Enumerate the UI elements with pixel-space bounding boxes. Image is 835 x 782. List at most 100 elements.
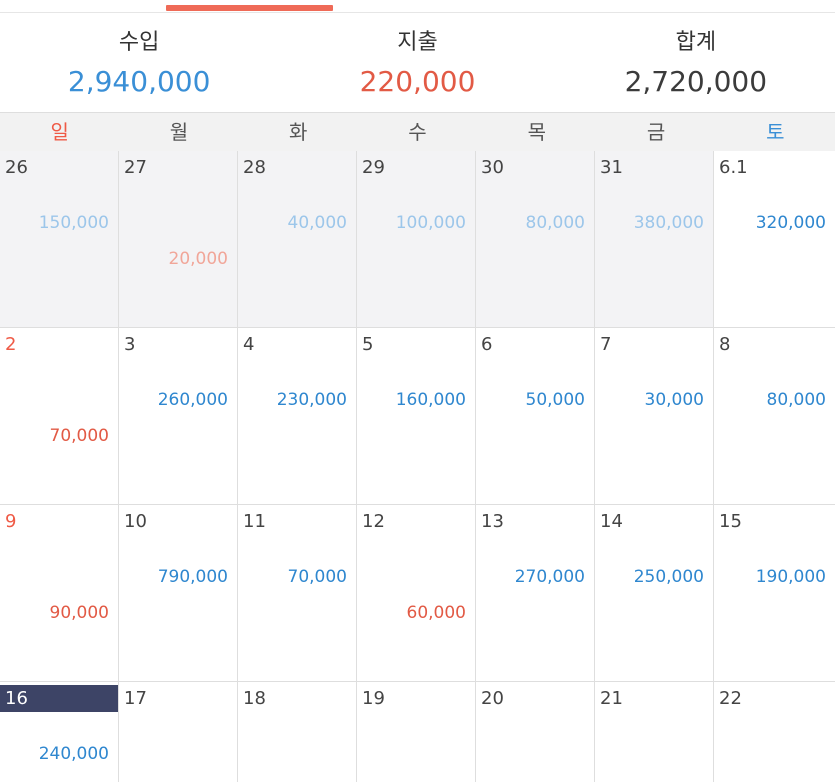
- summary-bar: 수입 2,940,000 지출 220,000 합계 2,720,000: [0, 12, 835, 112]
- day-income: 790,000: [157, 567, 228, 587]
- day-number: 5: [362, 334, 374, 355]
- day-number: 10: [124, 511, 147, 532]
- weekday-sat: 토: [766, 120, 785, 144]
- calendar-day-cell[interactable]: 13 270,000: [476, 505, 595, 681]
- weekday-sun: 일: [50, 120, 69, 144]
- day-number: 11: [243, 511, 266, 532]
- day-income: 70,000: [287, 567, 347, 587]
- total-label: 합계: [675, 30, 717, 55]
- weekday-wed: 수: [408, 120, 427, 144]
- weekday-thu: 목: [527, 120, 546, 144]
- day-expense: 90,000: [49, 603, 109, 623]
- day-number: 6: [481, 334, 493, 355]
- day-number: 14: [600, 511, 623, 532]
- calendar-day-cell[interactable]: 30 80,000: [476, 151, 595, 327]
- day-number: 20: [481, 688, 504, 709]
- active-tab-indicator: [166, 5, 333, 11]
- calendar-week: 26 150,000 27 20,000 28 40,000 29 100,000 30…: [0, 151, 835, 328]
- day-income: 270,000: [514, 567, 585, 587]
- calendar-week: 16 240,000 17 18 19 20 21 22: [0, 682, 835, 782]
- day-number: 12: [362, 511, 385, 532]
- day-number: 28: [243, 157, 266, 178]
- day-number-today: 16: [0, 685, 118, 712]
- calendar-day-cell[interactable]: 29 100,000: [357, 151, 476, 327]
- calendar-day-cell[interactable]: 31 380,000: [595, 151, 714, 327]
- day-number: 7: [600, 334, 612, 355]
- calendar-day-cell[interactable]: 4 230,000: [238, 328, 357, 504]
- calendar-day-cell[interactable]: 22: [714, 682, 835, 782]
- day-income: 240,000: [38, 744, 109, 764]
- day-number: 27: [124, 157, 147, 178]
- day-number: 17: [124, 688, 147, 709]
- day-expense: 70,000: [49, 426, 109, 446]
- day-expense: 60,000: [406, 603, 466, 623]
- calendar-day-cell[interactable]: 20: [476, 682, 595, 782]
- day-number: 2: [5, 334, 17, 355]
- calendar-day-cell[interactable]: 15 190,000: [714, 505, 835, 681]
- expense-total: 220,000: [359, 65, 476, 98]
- day-income: 100,000: [395, 213, 466, 233]
- day-income: 80,000: [525, 213, 585, 233]
- day-number: 19: [362, 688, 385, 709]
- calendar-day-cell[interactable]: 2 70,000: [0, 328, 119, 504]
- day-income: 30,000: [644, 390, 704, 410]
- day-number: 29: [362, 157, 385, 178]
- income-total: 2,940,000: [67, 65, 211, 98]
- calendar-day-cell[interactable]: 9 90,000: [0, 505, 119, 681]
- calendar-grid: 26 150,000 27 20,000 28 40,000 29 100,000 30…: [0, 151, 835, 782]
- day-number: 31: [600, 157, 623, 178]
- calendar-day-cell[interactable]: 8 80,000: [714, 328, 835, 504]
- calendar-day-cell[interactable]: 11 70,000: [238, 505, 357, 681]
- day-income: 320,000: [755, 213, 826, 233]
- day-income: 250,000: [633, 567, 704, 587]
- day-income: 40,000: [287, 213, 347, 233]
- calendar-day-cell[interactable]: 18: [238, 682, 357, 782]
- expense-summary: 지출 220,000: [278, 12, 556, 112]
- day-number: 30: [481, 157, 504, 178]
- calendar-day-cell[interactable]: 27 20,000: [119, 151, 238, 327]
- calendar-day-cell[interactable]: 12 60,000: [357, 505, 476, 681]
- day-income: 260,000: [157, 390, 228, 410]
- income-summary: 수입 2,940,000: [0, 12, 278, 112]
- calendar-week: 9 90,000 10 790,000 11 70,000 12 60,000 13 27…: [0, 505, 835, 682]
- day-number: 8: [719, 334, 731, 355]
- day-income: 380,000: [633, 213, 704, 233]
- weekday-header: 일 월 화 수 목 금 토: [0, 112, 835, 152]
- day-expense: 20,000: [168, 249, 228, 269]
- calendar-day-cell[interactable]: 7 30,000: [595, 328, 714, 504]
- calendar-day-cell[interactable]: 26 150,000: [0, 151, 119, 327]
- calendar-day-cell[interactable]: 21: [595, 682, 714, 782]
- calendar-week: 2 70,000 3 260,000 4 230,000 5 160,000 6 50,0…: [0, 328, 835, 505]
- day-income: 80,000: [766, 390, 826, 410]
- calendar-day-cell-today[interactable]: 16 240,000: [0, 682, 119, 782]
- weekday-tue: 화: [289, 120, 308, 144]
- calendar-day-cell[interactable]: 17: [119, 682, 238, 782]
- day-number: 26: [5, 157, 28, 178]
- day-number: 21: [600, 688, 623, 709]
- day-number: 3: [124, 334, 136, 355]
- calendar-day-cell[interactable]: 28 40,000: [238, 151, 357, 327]
- calendar-day-cell[interactable]: 5 160,000: [357, 328, 476, 504]
- day-number: 13: [481, 511, 504, 532]
- day-number: 4: [243, 334, 255, 355]
- day-income: 190,000: [755, 567, 826, 587]
- net-total: 2,720,000: [624, 65, 768, 98]
- day-number: 15: [719, 511, 742, 532]
- day-income: 150,000: [38, 213, 109, 233]
- day-number: 9: [5, 511, 17, 532]
- calendar-day-cell[interactable]: 3 260,000: [119, 328, 238, 504]
- calendar-day-cell[interactable]: 6.1 320,000: [714, 151, 835, 327]
- day-number: 6.1: [719, 157, 748, 178]
- calendar-day-cell[interactable]: 6 50,000: [476, 328, 595, 504]
- day-income: 160,000: [395, 390, 466, 410]
- total-summary: 합계 2,720,000: [557, 12, 835, 112]
- weekday-mon: 월: [169, 120, 189, 144]
- day-number: 22: [719, 688, 742, 709]
- weekday-fri: 금: [646, 120, 666, 144]
- day-income: 230,000: [276, 390, 347, 410]
- income-label: 수입: [118, 30, 160, 55]
- calendar-day-cell[interactable]: 14 250,000: [595, 505, 714, 681]
- calendar-day-cell[interactable]: 10 790,000: [119, 505, 238, 681]
- calendar-day-cell[interactable]: 19: [357, 682, 476, 782]
- day-number: 18: [243, 688, 266, 709]
